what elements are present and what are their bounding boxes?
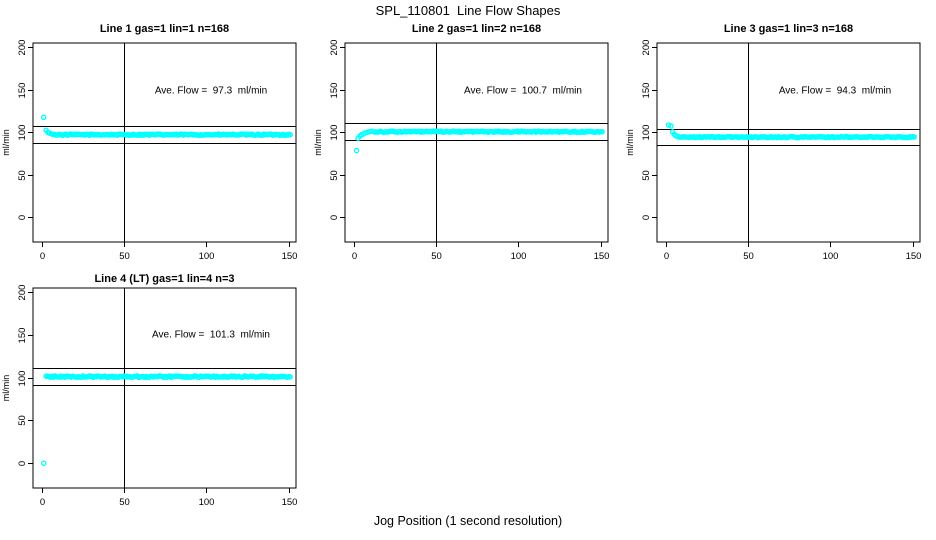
y-tick-label: 0: [17, 215, 28, 220]
plot-box: [32, 42, 297, 243]
panel-title: Line 2 gas=1 lin=2 n=168: [411, 23, 542, 35]
y-tick-label: 100: [17, 125, 28, 141]
y-tick-label: 100: [17, 371, 28, 387]
data-point: [287, 131, 293, 138]
y-axis-label: ml/min: [313, 129, 323, 156]
y-tick-label: 50: [17, 170, 28, 181]
panel-title: Line 4 (LT) gas=1 lin=4 n=3: [94, 273, 235, 285]
x-tick-label: 100: [199, 251, 215, 262]
data-point: [40, 114, 47, 121]
panel-line-2-plot: 0 50 100 150 0 50 100 150 200 ml/min: [313, 40, 610, 262]
panel-line-3: 0 50 100 150 0 50 100 150 200 ml/min Line 3 gas=1…: [624, 18, 936, 268]
x-tick-label: 0: [40, 251, 45, 262]
panel-line-1: 0 50 100 150 0 50 100 150 200 ml/min Line 1 gas=1…: [0, 18, 312, 268]
data-point: [668, 123, 674, 129]
y-tick-label: 100: [329, 125, 340, 141]
plot-box: [32, 287, 297, 489]
y-axis-label: ml/min: [1, 375, 11, 402]
x-tick-label: 100: [199, 497, 215, 508]
x-tick-label: 0: [664, 251, 669, 262]
y-tick-label: 0: [17, 461, 28, 466]
y-tick-label: 150: [329, 83, 340, 99]
panel-title: Line 1 gas=1 lin=1 n=168: [99, 23, 230, 35]
panel-line-4-plot: 0 50 100 150 0 50 100 150 200 ml/min: [1, 285, 298, 508]
data-point: [361, 130, 368, 136]
x-tick-label: 50: [431, 251, 442, 262]
x-tick-label: 150: [282, 497, 298, 508]
y-tick-label: 200: [329, 40, 340, 56]
y-tick-label: 100: [641, 125, 652, 141]
y-tick-label: 150: [17, 328, 28, 344]
y-axis-label: ml/min: [1, 129, 11, 156]
x-tick-label: 0: [352, 251, 357, 262]
data-point: [40, 460, 47, 466]
data-points: [40, 373, 293, 466]
y-tick-label: 50: [641, 170, 652, 181]
panel-line-3-plot: 0 50 100 150 0 50 100 150 200 ml/min: [625, 40, 922, 262]
panel-line-4: 0 50 100 150 0 50 100 150 200 ml/min Line 4 (LT) …: [0, 268, 312, 518]
data-point: [366, 128, 373, 135]
data-point: [911, 134, 917, 140]
data-point: [364, 129, 370, 136]
ave-flow-annotation: Ave. Flow = 100.7 ml/min: [464, 85, 582, 97]
plot-box: [656, 42, 921, 243]
figure-title: SPL_110801 Line Flow Shapes: [375, 3, 561, 18]
x-tick-label: 150: [282, 251, 298, 262]
y-tick-label: 150: [641, 83, 652, 99]
x-tick-label: 100: [511, 251, 527, 262]
panel-line-1-plot: 0 50 100 150 0 50 100 150 200 ml/min: [1, 40, 298, 262]
y-tick-label: 200: [17, 40, 28, 56]
data-point: [599, 128, 605, 135]
panel-line-2: 0 50 100 150 0 50 100 150 200 ml/min Line 2 gas=1…: [312, 18, 624, 268]
data-points: [665, 122, 917, 141]
ave-flow-annotation: Ave. Flow = 97.3 ml/min: [154, 85, 268, 97]
ave-flow-annotation: Ave. Flow = 94.3 ml/min: [778, 85, 892, 97]
data-points: [40, 114, 293, 139]
y-tick-label: 50: [329, 170, 340, 181]
figure-xlabel: Jog Position (1 second resolution): [373, 514, 563, 528]
y-tick-label: 0: [641, 215, 652, 220]
y-axis-label: ml/min: [625, 129, 635, 156]
y-tick-label: 0: [329, 215, 340, 220]
x-tick-label: 150: [906, 251, 922, 262]
x-tick-label: 50: [743, 251, 754, 262]
y-tick-label: 200: [17, 285, 28, 301]
y-tick-label: 50: [17, 415, 28, 426]
panel-title: Line 3 gas=1 lin=3 n=168: [723, 23, 854, 35]
data-point: [287, 374, 293, 380]
plot-box: [344, 42, 609, 243]
x-tick-label: 150: [594, 251, 610, 262]
x-tick-label: 100: [823, 251, 839, 262]
y-tick-label: 200: [641, 40, 652, 56]
ave-flow-annotation: Ave. Flow = 101.3 ml/min: [152, 329, 270, 341]
data-point: [665, 122, 672, 128]
data-points: [353, 128, 605, 154]
y-tick-label: 150: [17, 83, 28, 99]
x-tick-label: 0: [40, 497, 45, 508]
x-tick-label: 50: [119, 251, 130, 262]
data-point: [353, 147, 360, 154]
x-tick-label: 50: [119, 497, 130, 508]
